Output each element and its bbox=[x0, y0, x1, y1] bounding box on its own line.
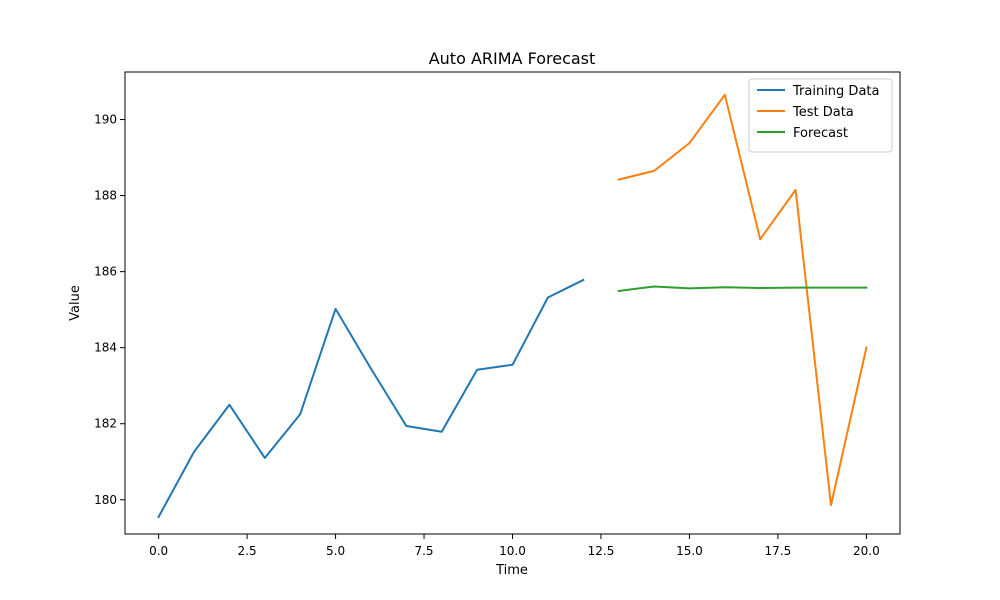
y-tick-label: 184 bbox=[94, 341, 117, 355]
x-axis-label: Time bbox=[495, 563, 528, 578]
x-tick-label: 0.0 bbox=[149, 544, 168, 558]
series-line-training-data bbox=[157, 278, 585, 519]
y-tick-label: 190 bbox=[94, 113, 117, 127]
y-axis-label: Value bbox=[68, 285, 83, 321]
x-tick-label: 17.5 bbox=[765, 544, 792, 558]
series-line-forecast bbox=[617, 285, 868, 293]
y-tick-label: 186 bbox=[94, 265, 117, 279]
x-tick-label: 5.0 bbox=[326, 544, 345, 558]
y-tick-label: 180 bbox=[94, 493, 117, 507]
x-tick-label: 7.5 bbox=[414, 544, 433, 558]
x-axis: 0.0 2.5 5.0 7.5 10.0 12.5 15.0 17.5 20.0 bbox=[149, 534, 880, 558]
y-axis: 180 182 184 186 188 190 bbox=[94, 113, 125, 507]
x-tick-label: 12.5 bbox=[588, 544, 615, 558]
legend: Training Data Test Data Forecast bbox=[748, 78, 893, 153]
legend-label-training-data: Training Data bbox=[792, 84, 879, 99]
series-layer bbox=[157, 93, 868, 519]
x-tick-label: 10.0 bbox=[499, 544, 526, 558]
x-tick-label: 20.0 bbox=[853, 544, 880, 558]
legend-label-forecast: Forecast bbox=[793, 126, 848, 141]
x-tick-label: 15.0 bbox=[676, 544, 703, 558]
series-line-test-data bbox=[617, 93, 868, 507]
legend-box bbox=[748, 78, 893, 153]
legend-label-test-data: Test Data bbox=[792, 105, 854, 120]
y-tick-label: 188 bbox=[94, 189, 117, 203]
x-tick-label: 2.5 bbox=[238, 544, 257, 558]
y-tick-label: 182 bbox=[94, 417, 117, 431]
chart-title: Auto ARIMA Forecast bbox=[429, 49, 596, 68]
